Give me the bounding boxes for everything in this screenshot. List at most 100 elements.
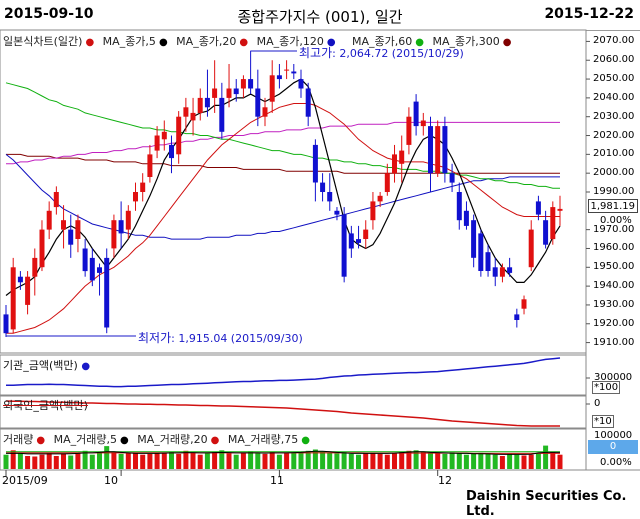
moving-average-lines	[5, 78, 561, 334]
volume-bar	[535, 453, 541, 469]
volume-bar	[327, 452, 333, 469]
legend-dot-icon: ●	[158, 37, 168, 48]
volume-bar	[161, 453, 167, 469]
volume-bar	[212, 451, 218, 469]
ma120-line	[5, 154, 560, 240]
candle-body	[219, 97, 225, 132]
volume-bar	[291, 452, 297, 469]
candle-body	[10, 267, 16, 330]
volume-bars	[3, 445, 563, 469]
volume-bar	[499, 456, 505, 469]
end-date: 2015-12-22	[544, 6, 634, 22]
price-tick-label: 2030.00	[593, 110, 635, 122]
candle-body	[82, 248, 88, 272]
volume-bar	[492, 454, 498, 469]
legend-vol-ma75-label: MA_거래량,75	[227, 433, 299, 446]
price-tick-label: 2020.00	[593, 129, 635, 141]
legend-ma60-label: MA_종가,60	[352, 35, 413, 48]
volume-bar	[190, 452, 196, 469]
candle-body	[269, 75, 275, 102]
legend-ma5-label: MA_종가,5	[102, 35, 156, 48]
x-label-sep: 2015/09	[2, 474, 48, 487]
candle-body	[478, 233, 484, 271]
legend-ma300-label: MA_종가,300	[432, 35, 500, 48]
candle-body	[125, 210, 131, 230]
price-tick-label: 2060.00	[593, 54, 635, 66]
candle-body	[413, 101, 419, 127]
ma200-line	[6, 121, 560, 165]
candle-body	[327, 192, 333, 202]
panel-frames	[0, 29, 640, 471]
candle-body	[514, 314, 520, 320]
chart-title: 종합주가지수 (001), 일간	[237, 8, 403, 26]
candle-body	[154, 135, 160, 151]
candle-body	[240, 79, 246, 89]
volume-bar	[240, 452, 246, 469]
institution-tick: 300000	[594, 372, 633, 383]
legend-vol-ma5-label: MA_거래량,5	[53, 433, 117, 446]
legend-dot-icon: ●	[210, 435, 220, 446]
candle-body	[442, 126, 448, 174]
candle-body	[75, 220, 81, 239]
volume-bar	[370, 452, 376, 469]
legend-dot-icon: ●	[36, 435, 46, 446]
max-price-label: 최고가	[299, 46, 333, 60]
candle-body	[499, 267, 505, 277]
price-tick-label: 1930.00	[593, 298, 635, 310]
ma300-line	[6, 153, 560, 174]
min-price-annotation: 최저가: 1,915.04 (2015/09/30)	[138, 329, 303, 346]
legend-dot-icon: ●	[85, 37, 95, 48]
min-price-label: 최저가	[138, 331, 172, 345]
volume-bar	[456, 453, 462, 469]
broker-brand: Daishin Securities Co. Ltd.	[466, 489, 627, 519]
candle-body	[104, 257, 110, 328]
candle-body	[420, 120, 426, 127]
volume-bar	[219, 450, 225, 469]
volume-bar	[183, 450, 189, 469]
candle-body	[53, 192, 59, 208]
volume-legend: 거래량 ● MA_거래량,5 ● MA_거래량,20 ● MA_거래량,75 ●	[3, 431, 315, 447]
candle-body	[507, 267, 513, 273]
candle-body	[492, 267, 498, 277]
current-price-box: 1,981.19	[588, 199, 638, 213]
volume-bar	[46, 452, 52, 469]
candle-body	[39, 229, 45, 268]
volume-bar	[118, 453, 124, 469]
candle-body	[17, 276, 23, 283]
volume-bar	[197, 454, 203, 469]
candle-body	[543, 220, 549, 245]
x-label-nov: 11	[270, 474, 284, 487]
candle-body	[133, 192, 138, 202]
candlesticks	[3, 50, 563, 337]
legend-ma120-label: MA_종가,120	[256, 35, 324, 48]
volume-bar	[356, 454, 361, 469]
volume-bar	[176, 453, 182, 469]
volume-bar	[104, 446, 110, 469]
volume-bar	[39, 454, 45, 469]
candle-body	[147, 154, 153, 177]
x-label-dec: 12	[438, 474, 452, 487]
candle-body	[248, 79, 254, 89]
price-tick-label: 1920.00	[593, 317, 635, 329]
legend-ma20-label: MA_종가,20	[176, 35, 237, 48]
foreign-label-text: 외국인_금액(백만)	[3, 399, 88, 412]
volume-bar	[363, 453, 369, 469]
candle-body	[226, 88, 232, 98]
volume-bar	[341, 452, 347, 469]
volume-bar	[550, 452, 556, 469]
candle-body	[97, 267, 102, 273]
foreign-multiplier: *10	[592, 415, 614, 428]
candle-body	[320, 182, 326, 192]
candle-body	[276, 75, 282, 80]
candle-body	[485, 252, 491, 271]
x-label-oct: 10	[104, 474, 118, 487]
volume-bar	[125, 452, 131, 469]
legend-dot-icon: ●	[239, 37, 249, 48]
legend-volume-label: 거래량	[3, 433, 34, 446]
candle-body	[370, 201, 376, 221]
volume-bar	[413, 450, 419, 469]
candle-body	[550, 207, 556, 240]
candle-body	[255, 88, 261, 117]
candle-body	[161, 131, 167, 140]
